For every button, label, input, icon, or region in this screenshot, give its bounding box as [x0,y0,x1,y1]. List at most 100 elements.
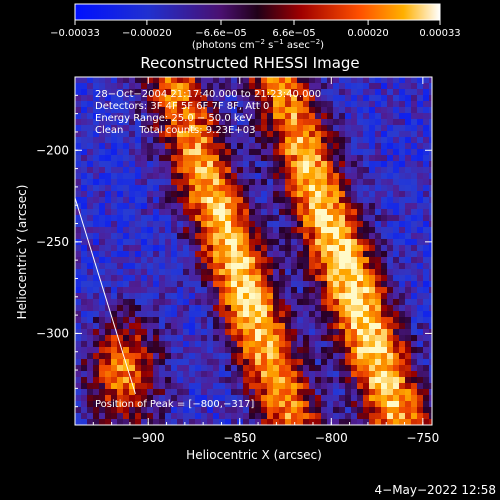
heatmap-cell [237,83,243,89]
heatmap-cell [261,137,267,143]
heatmap-cell [321,353,327,359]
heatmap-cell [225,371,231,377]
heatmap-cell [369,245,375,251]
heatmap-cell [117,275,123,281]
heatmap-cell [171,275,177,281]
heatmap-cell [213,149,219,155]
heatmap-cell [327,269,333,275]
heatmap-cell [105,143,111,149]
heatmap-cell [279,197,285,203]
heatmap-cell [243,185,249,191]
heatmap-cell [105,395,111,401]
heatmap-cell [351,155,357,161]
heatmap-cell [423,323,429,329]
heatmap-cell [117,131,123,137]
heatmap-cell [135,197,141,203]
heatmap-cell [255,191,261,197]
heatmap-cell [285,317,291,323]
heatmap-cell [123,281,129,287]
heatmap-cell [75,305,81,311]
heatmap-cell [399,323,405,329]
heatmap-cell [201,377,207,383]
heatmap-cell [195,335,201,341]
heatmap-cell [189,401,195,407]
heatmap-cell [279,239,285,245]
heatmap-cell [117,149,123,155]
heatmap-cell [147,269,153,275]
heatmap-cell [399,287,405,293]
heatmap-cell [327,293,333,299]
heatmap-cell [357,149,363,155]
heatmap-cell [129,233,135,239]
heatmap-cell [213,347,219,353]
heatmap-cell [285,131,291,137]
heatmap-cell [405,179,411,185]
heatmap-cell [339,113,345,119]
heatmap-cell [297,101,303,107]
heatmap-cell [135,371,141,377]
heatmap-cell [81,209,87,215]
heatmap-cell [255,173,261,179]
heatmap-cell [93,341,99,347]
heatmap-cell [237,167,243,173]
heatmap-cell [297,227,303,233]
heatmap-cell [393,293,399,299]
heatmap-cell [75,263,81,269]
heatmap-cell [291,395,297,401]
heatmap-cell [297,383,303,389]
heatmap-cell [387,215,393,221]
heatmap-cell [75,185,81,191]
heatmap-cell [417,179,423,185]
heatmap-cell [213,359,219,365]
heatmap-cell [309,155,315,161]
heatmap-cell [405,359,411,365]
heatmap-cell [273,239,279,245]
heatmap-cell [117,197,123,203]
heatmap-cell [327,107,333,113]
heatmap-cell [255,89,261,95]
heatmap-cell [177,293,183,299]
heatmap-cell [357,227,363,233]
heatmap-cell [255,77,261,83]
heatmap-cell [399,317,405,323]
heatmap-cell [351,401,357,407]
heatmap-cell [345,383,351,389]
heatmap-cell [123,353,129,359]
heatmap-cell [369,113,375,119]
heatmap-cell [411,227,417,233]
heatmap-cell [405,269,411,275]
heatmap-cell [411,419,417,425]
heatmap-cell [345,341,351,347]
heatmap-cell [381,209,387,215]
heatmap-cell [207,275,213,281]
heatmap-cell [375,299,381,305]
heatmap-cell [231,341,237,347]
heatmap-cell [321,155,327,161]
heatmap-cell [315,125,321,131]
heatmap-cell [177,317,183,323]
heatmap-cell [87,125,93,131]
heatmap-cell [219,395,225,401]
heatmap-cell [291,161,297,167]
heatmap-cell [75,191,81,197]
heatmap-cell [321,359,327,365]
heatmap-cell [381,221,387,227]
heatmap-cell [333,167,339,173]
heatmap-cell [273,269,279,275]
heatmap-cell [393,119,399,125]
heatmap-cell [267,179,273,185]
heatmap-cell [423,203,429,209]
heatmap-cell [153,245,159,251]
heatmap-cell [297,173,303,179]
heatmap-cell [297,197,303,203]
heatmap-cell [387,155,393,161]
heatmap-cell [417,365,423,371]
heatmap-cell [327,335,333,341]
heatmap-cell [105,383,111,389]
heatmap-cell [195,125,201,131]
heatmap-cell [369,173,375,179]
heatmap-cell [249,77,255,83]
heatmap-cell [291,359,297,365]
heatmap-cell [249,299,255,305]
heatmap-cell [255,311,261,317]
